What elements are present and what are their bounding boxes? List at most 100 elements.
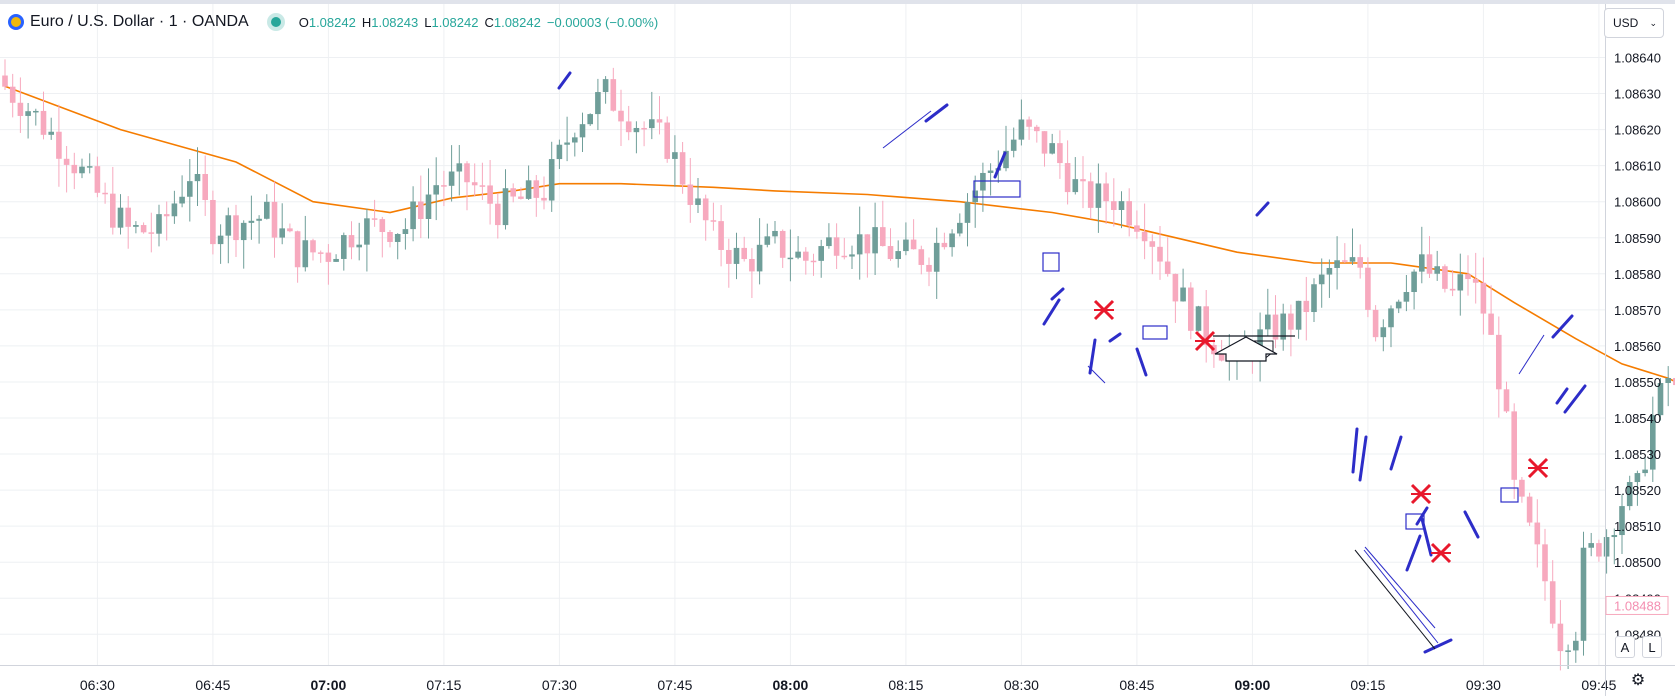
candle-body <box>1565 650 1571 652</box>
candle-body <box>194 174 201 182</box>
candle-body <box>271 201 278 238</box>
candle-body <box>864 234 871 254</box>
candle-body <box>1003 150 1009 169</box>
flag-icon <box>8 14 24 30</box>
candle-body <box>63 158 70 165</box>
candle-body <box>726 249 732 264</box>
candle-body <box>56 131 62 159</box>
y-tick-label: 1.08550 <box>1614 375 1661 390</box>
candle-body <box>1472 279 1479 283</box>
trend-stroke <box>1423 638 1453 654</box>
gear-icon[interactable]: ⚙ <box>1630 672 1646 689</box>
candle-body <box>541 197 547 201</box>
moving-average-path <box>4 85 1675 383</box>
candle-body <box>1295 300 1302 330</box>
candle-body <box>572 137 578 143</box>
x-tick-label: 09:30 <box>1466 677 1501 693</box>
candle-body <box>1280 313 1286 340</box>
trend-stroke <box>1358 435 1368 482</box>
candle-body <box>179 196 185 204</box>
candle-body <box>826 237 832 247</box>
trend-stroke <box>1088 338 1097 375</box>
candle-body <box>1010 139 1017 151</box>
candle-body <box>741 247 747 260</box>
y-tick-label: 1.08590 <box>1614 231 1661 246</box>
log-scale-button[interactable]: L <box>1642 636 1662 658</box>
candle-body <box>595 92 601 115</box>
candle-body <box>379 219 386 233</box>
candle-body <box>895 251 901 260</box>
candle-body <box>779 230 786 258</box>
candle-body <box>1326 267 1333 275</box>
currency-selector[interactable]: USD ⌄ <box>1604 8 1664 38</box>
candle-body <box>441 185 447 187</box>
candle-body <box>1164 261 1171 274</box>
candle-body <box>1334 260 1340 268</box>
candle-body <box>125 207 131 227</box>
candle-body <box>1480 282 1487 314</box>
candle-body <box>1419 254 1425 272</box>
highlight-box <box>973 180 1021 198</box>
candle-body <box>1488 313 1494 335</box>
candle-body <box>1072 179 1079 193</box>
candle-body <box>803 251 809 261</box>
candle-body <box>479 185 486 187</box>
candle-body <box>1496 334 1502 390</box>
candle-body <box>333 258 339 262</box>
candle-body <box>903 239 909 252</box>
price-change: −0.00003 (−0.00%) <box>546 14 659 30</box>
y-tick-label: 1.08530 <box>1614 447 1661 462</box>
y-tick-label: 1.08540 <box>1614 411 1661 426</box>
trend-line <box>1363 549 1439 644</box>
candle-body <box>872 227 878 254</box>
candle-body <box>256 218 262 221</box>
candle-body <box>602 79 609 93</box>
candle-body <box>1180 287 1186 302</box>
candle-body <box>1103 183 1109 202</box>
ohlc-close: C1.08242 <box>484 14 541 30</box>
candle-body <box>317 252 324 254</box>
candle-body <box>294 231 301 268</box>
candle-body <box>487 185 493 204</box>
candle-body <box>1657 383 1664 416</box>
y-tick-label: 1.08620 <box>1614 123 1661 138</box>
trend-stroke <box>1108 332 1122 343</box>
candle-body <box>102 192 108 195</box>
candle-body <box>94 166 101 193</box>
candle-body <box>502 188 509 226</box>
candle-body <box>1134 225 1140 232</box>
x-tick-label: 07:15 <box>426 677 461 693</box>
candle-body <box>1449 288 1456 291</box>
candle-body <box>964 202 971 223</box>
candle-body <box>795 251 801 258</box>
x-tick-label: 07:45 <box>657 677 692 693</box>
candle-body <box>1442 266 1448 289</box>
symbol-title[interactable]: Euro / U.S. Dollar · 1 · OANDA <box>30 13 249 30</box>
auto-scale-button[interactable]: A <box>1615 636 1635 658</box>
y-tick-label: 1.08510 <box>1614 519 1661 534</box>
trend-stroke <box>1551 314 1574 339</box>
candle-body <box>187 181 193 197</box>
candle-body <box>787 257 794 260</box>
candle-body <box>33 110 39 113</box>
candle-body <box>1411 271 1417 293</box>
candle-body <box>695 198 701 205</box>
trend-line <box>1087 365 1106 384</box>
candle-body <box>633 127 640 133</box>
candle-body <box>79 166 85 174</box>
candle-body <box>71 164 78 174</box>
candle-body <box>641 127 647 130</box>
candle-body <box>1619 506 1625 536</box>
cross-icon <box>1093 299 1115 321</box>
currency-value: USD <box>1613 16 1639 30</box>
candle-body <box>1026 119 1032 127</box>
candle-body <box>86 166 93 168</box>
up-arrow-icon <box>1214 336 1278 362</box>
trend-stroke <box>1135 347 1148 377</box>
candle-body <box>1526 496 1533 523</box>
candle-body <box>402 229 409 234</box>
candle-body <box>1149 241 1156 247</box>
candle-body <box>656 119 663 123</box>
candle-body <box>548 159 555 201</box>
